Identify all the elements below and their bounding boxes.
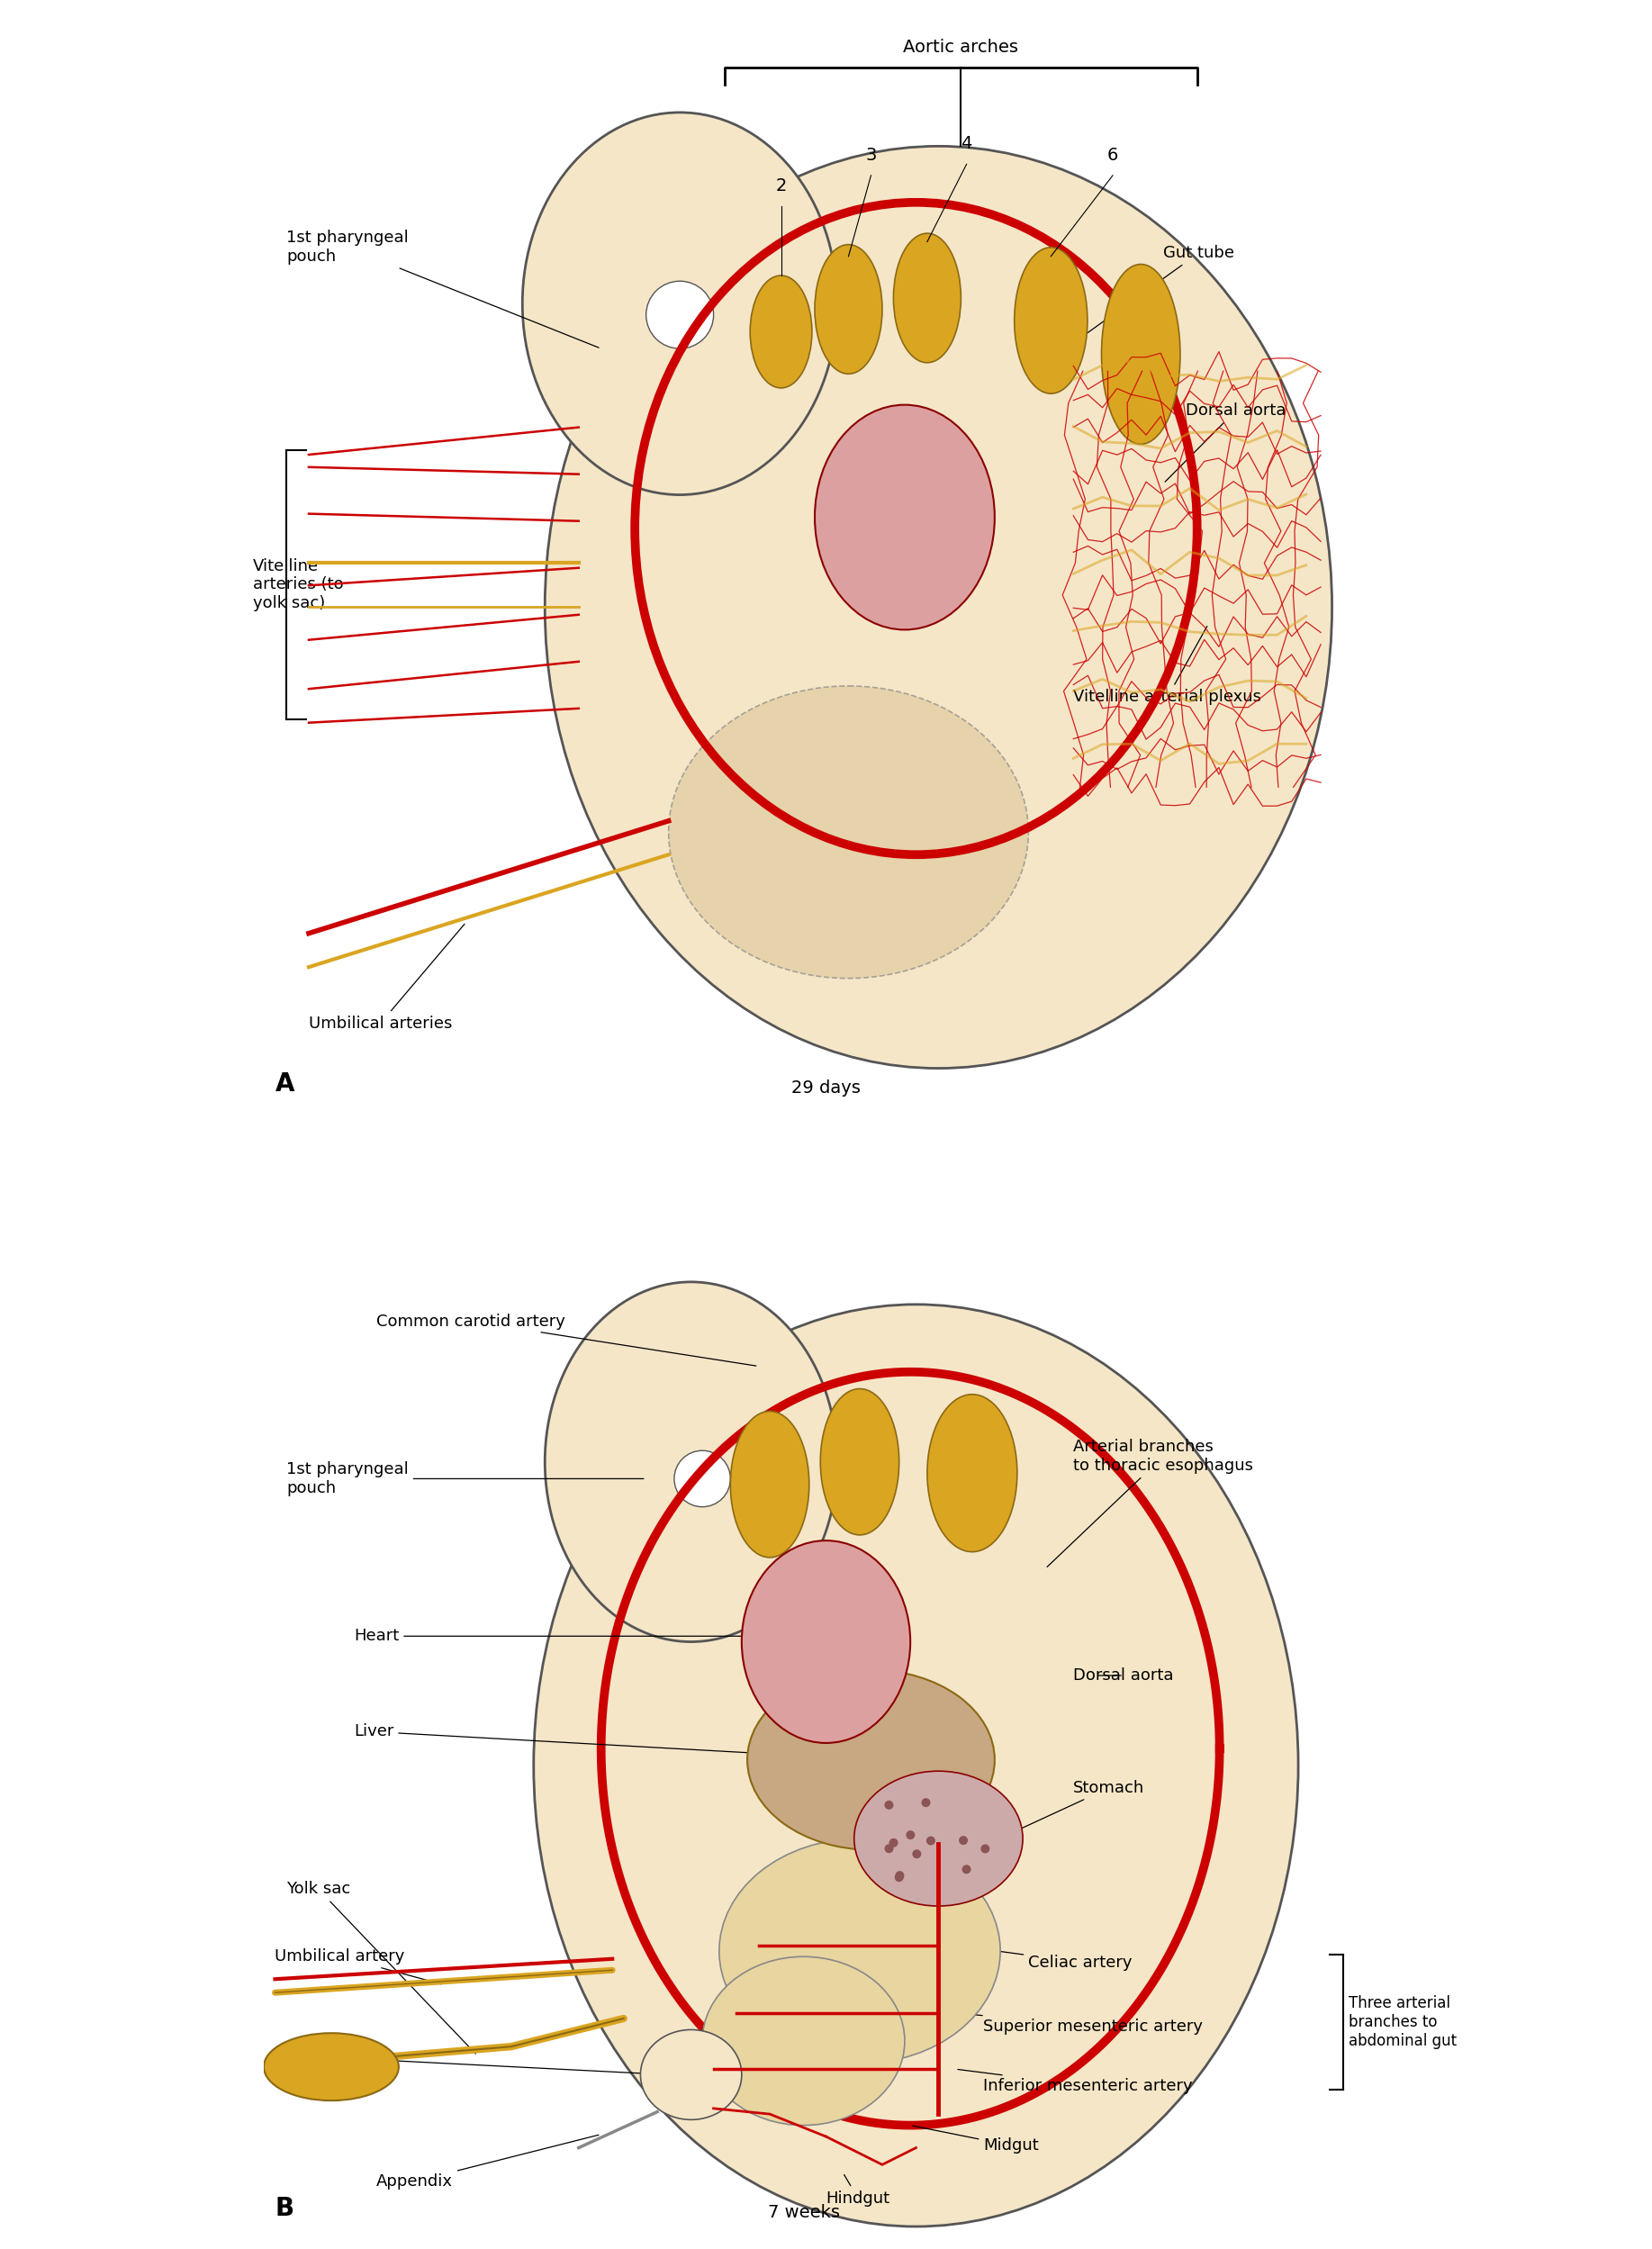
Ellipse shape — [884, 1801, 894, 1810]
Text: Celiac artery: Celiac artery — [958, 1945, 1132, 1970]
Ellipse shape — [912, 1849, 922, 1858]
Text: A: A — [274, 1071, 294, 1095]
Ellipse shape — [895, 1871, 904, 1880]
Text: 4: 4 — [961, 135, 971, 153]
Text: Aortic arches: Aortic arches — [904, 38, 1019, 56]
Ellipse shape — [750, 277, 811, 387]
Ellipse shape — [927, 1394, 1018, 1552]
Ellipse shape — [854, 1772, 1023, 1907]
Ellipse shape — [889, 1837, 899, 1846]
Ellipse shape — [927, 1835, 935, 1844]
Ellipse shape — [669, 686, 1029, 978]
Ellipse shape — [922, 1799, 930, 1808]
Ellipse shape — [894, 234, 961, 362]
Ellipse shape — [961, 1864, 971, 1873]
Text: Arterial branches
to thoracic esophagus: Arterial branches to thoracic esophagus — [1047, 1439, 1254, 1568]
Ellipse shape — [545, 1282, 838, 1642]
Text: 1st pharyngeal
pouch: 1st pharyngeal pouch — [286, 229, 598, 349]
Ellipse shape — [702, 1957, 905, 2125]
Text: 29 days: 29 days — [791, 1080, 861, 1095]
Ellipse shape — [545, 146, 1332, 1068]
Text: Vitelline
arteries (to
yolk sac): Vitelline arteries (to yolk sac) — [253, 558, 344, 612]
Text: B: B — [274, 2195, 294, 2220]
Text: Dorsal aorta: Dorsal aorta — [1074, 1667, 1175, 1685]
Text: Superior mesenteric artery: Superior mesenteric artery — [958, 2013, 1203, 2035]
Text: 2: 2 — [775, 178, 786, 193]
Text: Three arterial
branches to
abdominal gut: Three arterial branches to abdominal gut — [1350, 1995, 1457, 2049]
Text: Midgut: Midgut — [914, 2125, 1039, 2155]
Text: Heart: Heart — [354, 1628, 785, 1644]
Ellipse shape — [730, 1412, 809, 1556]
Ellipse shape — [641, 2029, 742, 2119]
Text: Hindgut: Hindgut — [826, 2175, 890, 2206]
Ellipse shape — [747, 1669, 995, 1849]
Ellipse shape — [742, 1541, 910, 1743]
Ellipse shape — [814, 245, 882, 373]
Ellipse shape — [814, 405, 995, 630]
Ellipse shape — [895, 1873, 904, 1882]
Ellipse shape — [905, 1831, 915, 1840]
Text: Liver: Liver — [354, 1723, 773, 1754]
Ellipse shape — [1014, 247, 1087, 394]
Text: 6: 6 — [1107, 146, 1118, 164]
Text: Yolk sac: Yolk sac — [286, 1880, 476, 2053]
Ellipse shape — [821, 1390, 899, 1534]
Text: Umbilical artery: Umbilical artery — [274, 1948, 441, 1984]
Text: Gut tube: Gut tube — [1075, 245, 1234, 342]
Text: Cecum: Cecum — [309, 2049, 666, 2074]
Text: Inferior mesenteric artery: Inferior mesenteric artery — [958, 2069, 1193, 2094]
Ellipse shape — [981, 1844, 990, 1853]
Text: 3: 3 — [866, 146, 877, 164]
Text: Vitelline arterial plexus: Vitelline arterial plexus — [1074, 625, 1262, 706]
Ellipse shape — [1102, 265, 1180, 445]
Ellipse shape — [534, 1304, 1298, 2227]
Ellipse shape — [264, 2033, 398, 2101]
Ellipse shape — [522, 112, 838, 495]
Text: Umbilical arteries: Umbilical arteries — [309, 924, 464, 1032]
Text: Dorsal aorta: Dorsal aorta — [1165, 403, 1287, 481]
Ellipse shape — [646, 281, 714, 349]
Text: 1st pharyngeal
pouch: 1st pharyngeal pouch — [286, 1462, 644, 1496]
Text: Appendix: Appendix — [377, 2134, 598, 2191]
Text: Common carotid artery: Common carotid artery — [377, 1313, 757, 1365]
Ellipse shape — [719, 1840, 1001, 2065]
Ellipse shape — [958, 1835, 968, 1844]
Ellipse shape — [674, 1451, 730, 1507]
Text: 7 weeks: 7 weeks — [768, 2204, 839, 2220]
Text: Stomach: Stomach — [1014, 1779, 1145, 1833]
Ellipse shape — [884, 1844, 894, 1853]
